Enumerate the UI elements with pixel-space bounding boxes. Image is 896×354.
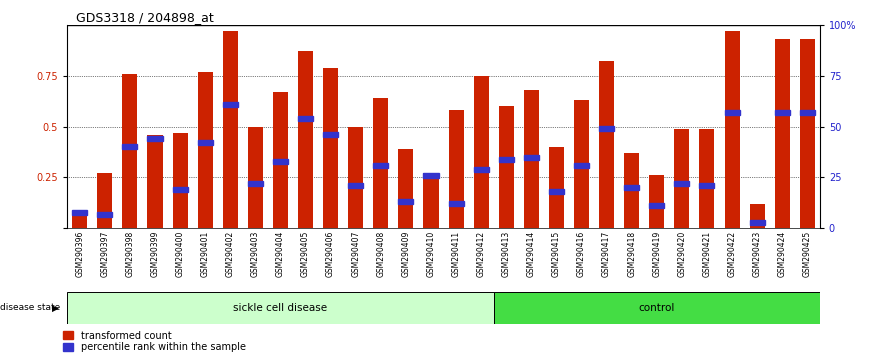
Bar — [449, 201, 463, 206]
Bar — [424, 173, 438, 228]
Bar — [675, 129, 689, 228]
Bar — [273, 159, 288, 164]
Text: GDS3318 / 204898_at: GDS3318 / 204898_at — [76, 11, 214, 24]
Bar — [574, 163, 589, 168]
Bar — [148, 135, 162, 228]
Bar — [775, 39, 789, 228]
Bar — [574, 100, 589, 228]
Bar — [198, 72, 212, 228]
Bar — [374, 98, 388, 228]
Bar — [399, 199, 413, 204]
Bar — [148, 136, 162, 141]
Text: GSM290423: GSM290423 — [753, 231, 762, 277]
Bar — [650, 204, 664, 209]
Bar — [499, 156, 513, 162]
Bar — [524, 90, 538, 228]
Text: GSM290413: GSM290413 — [502, 231, 511, 277]
Bar — [173, 187, 187, 192]
Text: GSM290422: GSM290422 — [728, 231, 737, 277]
Bar — [599, 62, 614, 228]
Bar — [73, 210, 87, 215]
Text: GSM290411: GSM290411 — [452, 231, 461, 277]
Text: GSM290425: GSM290425 — [803, 231, 812, 277]
Bar — [549, 189, 564, 194]
Bar — [800, 39, 814, 228]
Text: GSM290400: GSM290400 — [176, 231, 185, 278]
Bar — [700, 183, 714, 188]
Text: GSM290397: GSM290397 — [100, 231, 109, 278]
Text: GSM290398: GSM290398 — [125, 231, 134, 277]
Bar — [173, 133, 187, 228]
Bar — [494, 292, 820, 324]
Bar — [248, 127, 263, 228]
Bar — [725, 31, 739, 228]
Text: GSM290396: GSM290396 — [75, 231, 84, 278]
Bar — [675, 181, 689, 186]
Bar — [474, 76, 488, 228]
Bar — [223, 102, 237, 107]
Bar — [73, 214, 87, 228]
Bar — [725, 110, 739, 115]
Bar — [449, 110, 463, 228]
Bar — [775, 110, 789, 115]
Text: sickle cell disease: sickle cell disease — [233, 303, 328, 313]
Text: GSM290421: GSM290421 — [702, 231, 711, 277]
Bar — [98, 173, 112, 228]
Text: GSM290416: GSM290416 — [577, 231, 586, 277]
Bar — [700, 129, 714, 228]
Bar — [298, 51, 313, 228]
Text: GSM290401: GSM290401 — [201, 231, 210, 277]
Text: GSM290407: GSM290407 — [351, 231, 360, 278]
Bar — [323, 132, 338, 137]
Bar — [248, 181, 263, 186]
Bar — [123, 144, 137, 149]
Text: GSM290410: GSM290410 — [426, 231, 435, 277]
Text: GSM290405: GSM290405 — [301, 231, 310, 278]
Bar — [67, 292, 494, 324]
Text: GSM290412: GSM290412 — [477, 231, 486, 277]
Text: GSM290406: GSM290406 — [326, 231, 335, 278]
Bar — [374, 163, 388, 168]
Bar — [349, 183, 363, 188]
Text: GSM290417: GSM290417 — [602, 231, 611, 277]
Text: GSM290414: GSM290414 — [527, 231, 536, 277]
Bar — [474, 167, 488, 172]
Bar — [549, 147, 564, 228]
Bar — [750, 220, 764, 225]
Text: GSM290418: GSM290418 — [627, 231, 636, 277]
Bar — [349, 127, 363, 228]
Bar — [625, 185, 639, 190]
Text: ▶: ▶ — [52, 303, 59, 313]
Bar — [198, 140, 212, 145]
Legend: transformed count, percentile rank within the sample: transformed count, percentile rank withi… — [63, 331, 246, 353]
Bar — [625, 153, 639, 228]
Text: GSM290403: GSM290403 — [251, 231, 260, 278]
Text: disease state: disease state — [0, 303, 63, 313]
Bar — [298, 116, 313, 121]
Bar — [223, 31, 237, 228]
Bar — [273, 92, 288, 228]
Bar — [499, 106, 513, 228]
Text: GSM290415: GSM290415 — [552, 231, 561, 277]
Bar — [524, 155, 538, 160]
Bar — [650, 176, 664, 228]
Bar — [123, 74, 137, 228]
Bar — [599, 126, 614, 131]
Bar — [399, 149, 413, 228]
Text: GSM290399: GSM290399 — [151, 231, 159, 278]
Text: GSM290419: GSM290419 — [652, 231, 661, 277]
Bar — [323, 68, 338, 228]
Bar — [98, 212, 112, 217]
Text: GSM290402: GSM290402 — [226, 231, 235, 277]
Text: GSM290409: GSM290409 — [401, 231, 410, 278]
Text: GSM290420: GSM290420 — [677, 231, 686, 277]
Bar — [424, 173, 438, 178]
Text: GSM290424: GSM290424 — [778, 231, 787, 277]
Text: GSM290408: GSM290408 — [376, 231, 385, 277]
Text: GSM290404: GSM290404 — [276, 231, 285, 278]
Bar — [800, 110, 814, 115]
Text: control: control — [639, 303, 675, 313]
Bar — [750, 204, 764, 228]
